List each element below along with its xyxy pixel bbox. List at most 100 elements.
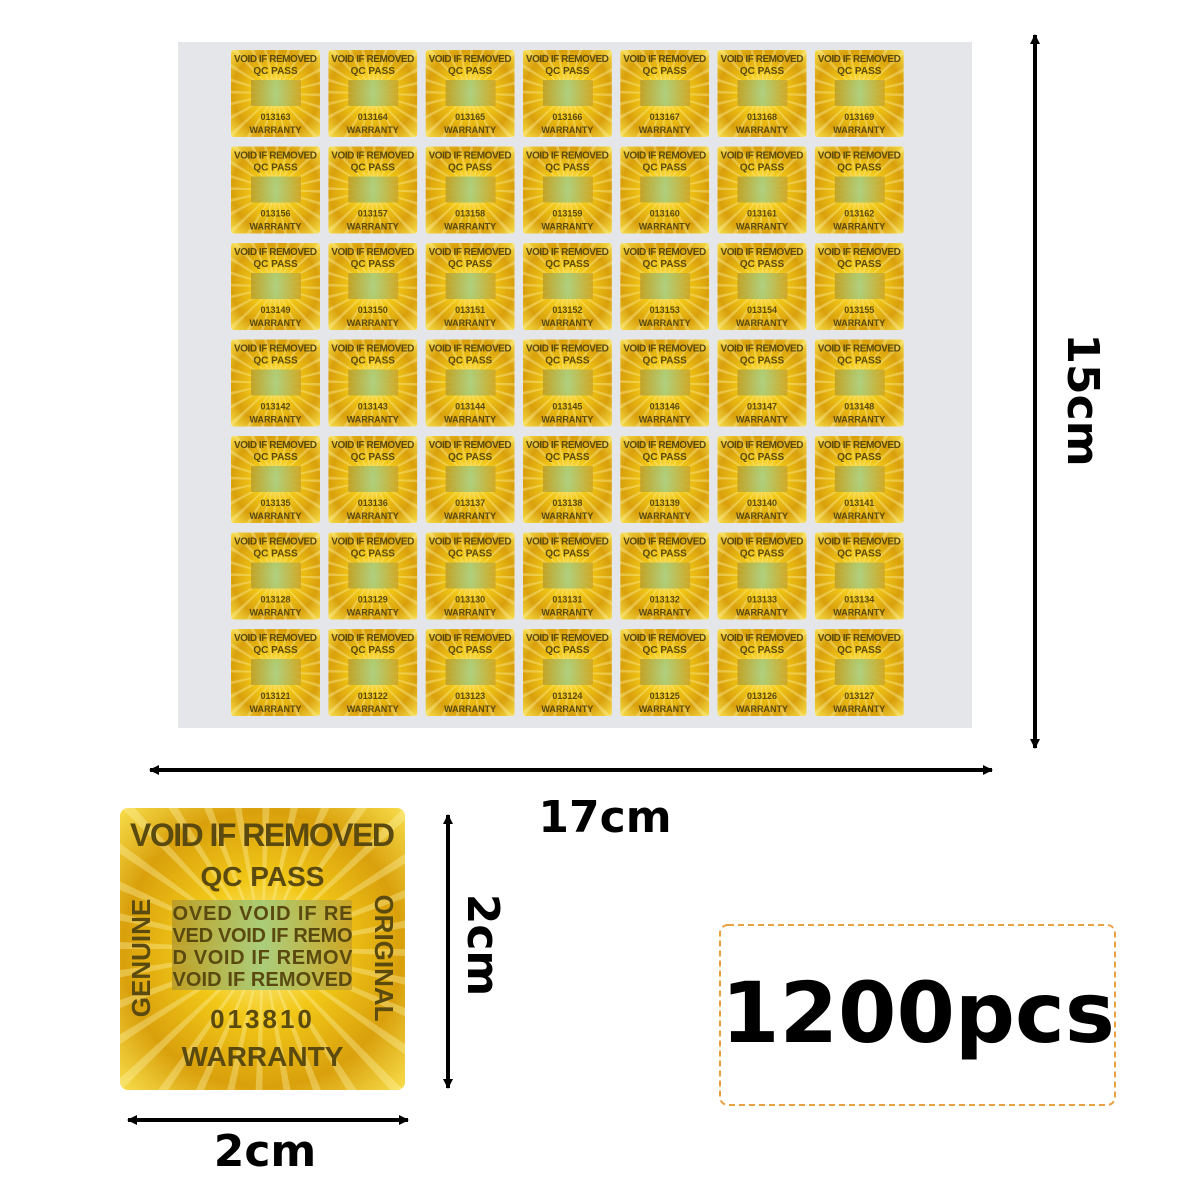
sticker-body [717,50,807,137]
sticker-top: VOID IF REMOVED [429,344,512,355]
sticker-serial: 013154 [747,305,777,315]
sticker-serial: 013158 [455,209,485,219]
sticker-body [231,532,320,620]
sticker-second: QC PASS [837,259,882,270]
window [172,900,352,990]
sticker-bottom: WARRANTY [639,511,691,521]
sticker-body [425,146,515,234]
window [542,466,593,492]
sticker-body [717,339,807,427]
sticker-top: VOID IF REMOVED [623,54,706,65]
window [542,273,593,299]
sticker-second: QC PASS [545,549,590,560]
window [542,562,593,589]
sticker-body [522,339,612,427]
sticker-second: QC PASS [351,549,396,560]
sticker-serial: 013166 [552,112,582,122]
sticker-second: QC PASS [448,356,493,367]
sticker-body [620,532,710,620]
sticker-bottom: WARRANTY [736,511,788,521]
window [737,369,788,396]
sticker-body [231,339,320,427]
sticker-bottom: WARRANTY [347,222,399,232]
sticker-second: QC PASS [351,356,396,367]
sticker-body [717,629,807,716]
sticker-body [814,50,904,137]
window [640,176,691,203]
window [445,466,496,492]
window [834,659,885,685]
sticker-serial: 013125 [650,691,680,701]
window [737,273,788,299]
sticker-bottom: WARRANTY [250,318,302,328]
sticker-body [231,629,320,716]
window [640,369,691,396]
sticker-body [814,339,904,427]
sticker-second: QC PASS [253,356,298,367]
sticker-serial: 013145 [552,402,582,412]
sticker-second: QC PASS [545,66,590,77]
sticker-second: QC PASS [253,645,298,656]
sticker-serial: 013160 [650,209,680,219]
sticker-serial: 013163 [260,112,290,122]
sticker-right: ORIGINAL [369,894,399,1021]
sticker-body [620,243,710,330]
sticker-bottom: WARRANTY [639,608,691,618]
sticker-top: VOID IF REMOVED [331,151,414,162]
sticker-top: VOID IF REMOVED [429,54,512,65]
sticker-body [328,50,418,137]
sticker-body [522,436,612,523]
window [348,562,399,589]
sticker-bottom: WARRANTY [833,415,885,425]
sticker-bottom: WARRANTY [541,125,593,135]
window [834,80,885,106]
sticker-serial: 013168 [747,112,777,122]
window [445,659,496,685]
sticker-serial: 013165 [455,112,485,122]
sticker-bottom: WARRANTY [639,318,691,328]
sticker-second: QC PASS [837,66,882,77]
window [251,562,301,589]
sticker-serial: 013127 [844,691,874,701]
sticker-bottom: WARRANTY [736,222,788,232]
sticker-serial: 013164 [358,112,388,122]
sticker-body [620,629,710,716]
sticker-serial: 013121 [260,691,290,701]
sticker-top: VOID IF REMOVED [526,54,609,65]
sticker-second: QC PASS [643,645,688,656]
window [640,562,691,589]
quantity: 1200pcs [721,964,1115,1062]
window [640,659,691,685]
window [251,273,301,299]
window [834,176,885,203]
sticker-body [328,436,418,523]
sticker-bottom: WARRANTY [541,511,593,521]
sticker-serial: 013146 [650,402,680,412]
window [251,176,301,203]
sticker-body [620,436,710,523]
window [445,176,496,203]
sticker-body [620,50,710,137]
sticker-top: VOID IF REMOVED [818,537,901,548]
window [737,466,788,492]
